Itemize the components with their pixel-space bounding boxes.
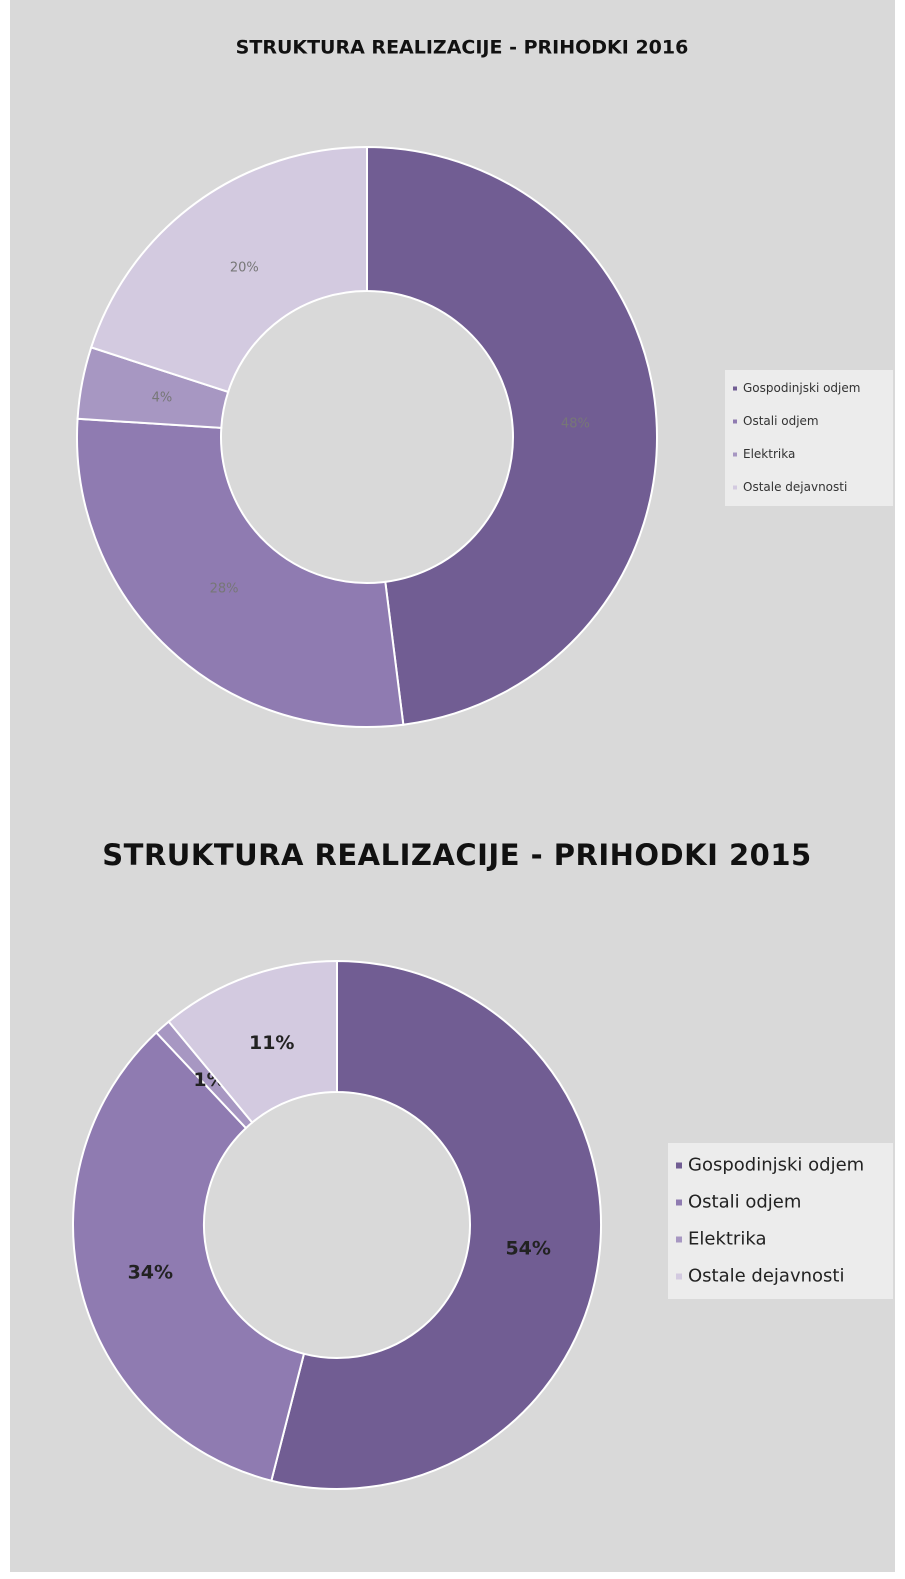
data-label: 4%: [152, 390, 173, 405]
legend-label: Ostale dejavnosti: [743, 480, 847, 494]
legend-label: Ostali odjem: [688, 1192, 801, 1213]
data-label: 48%: [561, 416, 590, 431]
legend-marker: [676, 1236, 682, 1243]
legend-marker: [676, 1273, 682, 1280]
legend-marker: [733, 452, 737, 457]
legend-marker: [733, 485, 737, 490]
legend-box: [725, 370, 893, 506]
legend-marker: [733, 386, 737, 391]
data-label: 11%: [249, 1032, 294, 1054]
donut-slice: [76, 417, 405, 728]
donut-slice: [89, 145, 368, 394]
legend-marker: [676, 1162, 682, 1169]
legend-box: [668, 1143, 893, 1299]
chart-title: STRUKTURA REALIZACIJE - PRIHODKI 2016: [236, 37, 689, 59]
legend-label: Ostale dejavnosti: [688, 1266, 844, 1287]
legend-label: Gospodinjski odjem: [743, 381, 860, 395]
donut-slice: [167, 959, 338, 1124]
donut-slice: [71, 1031, 306, 1482]
legend-marker: [733, 419, 737, 424]
data-label: 20%: [230, 261, 259, 276]
data-label: 34%: [128, 1261, 173, 1283]
legend-label: Gospodinjski odjem: [688, 1155, 864, 1176]
legend-marker: [676, 1199, 682, 1206]
donut-slice: [366, 145, 658, 726]
chart-title: STRUKTURA REALIZACIJE - PRIHODKI 2015: [102, 838, 811, 872]
legend-label: Elektrika: [743, 447, 795, 461]
legend-label: Ostali odjem: [743, 414, 819, 428]
legend-label: Elektrika: [688, 1229, 766, 1250]
data-label: 54%: [505, 1238, 550, 1260]
donut-slice: [270, 959, 602, 1490]
data-label: 28%: [210, 582, 239, 597]
